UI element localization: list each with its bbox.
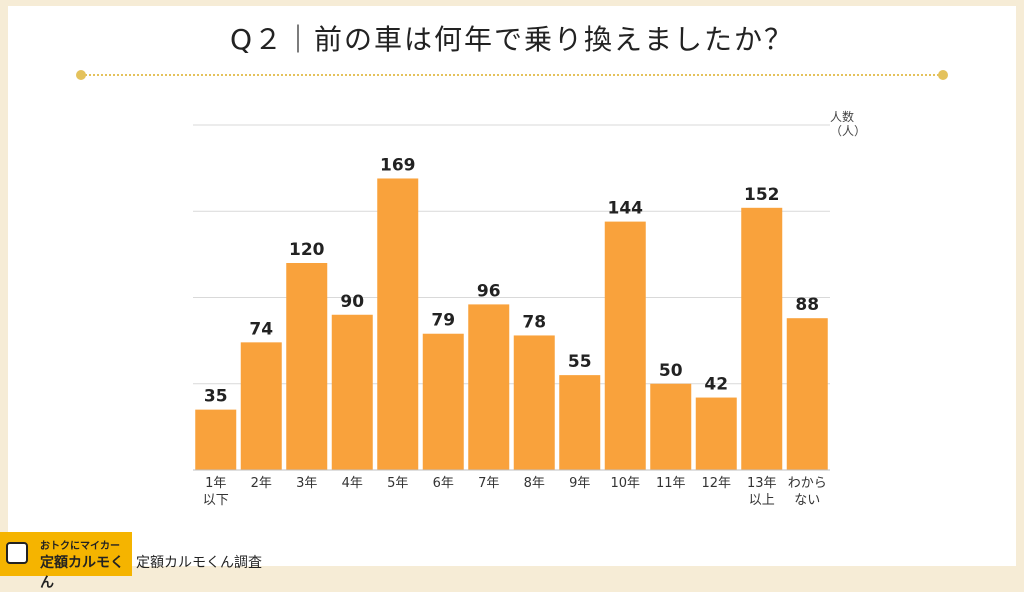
y-axis-unit-line2: （人） xyxy=(830,124,867,138)
logo-brand-name: 定額カルモくん xyxy=(40,555,124,591)
bar-2 xyxy=(240,342,282,470)
title-divider xyxy=(78,74,946,76)
value-label-6: 79 xyxy=(431,311,455,331)
category-label-5: 5年 xyxy=(387,476,408,491)
bar-14 xyxy=(786,318,828,470)
category-label-7: 7年 xyxy=(478,476,499,491)
value-label-4: 90 xyxy=(340,292,364,312)
bar-5 xyxy=(377,178,419,470)
category-label-11: 11年 xyxy=(656,476,686,491)
bar-11 xyxy=(650,383,692,470)
category-label-6: 6年 xyxy=(433,476,454,491)
divider-dot-left xyxy=(76,70,86,80)
value-label-14: 88 xyxy=(795,295,819,315)
category-label-1-line2: 以下 xyxy=(203,493,229,508)
value-label-11: 50 xyxy=(659,361,683,381)
value-label-2: 74 xyxy=(249,319,273,339)
brand-logo: おトクにマイカー 定額カルモくん xyxy=(0,532,132,591)
logo-tagline: おトクにマイカー xyxy=(40,541,120,552)
bar-13 xyxy=(741,207,783,471)
category-label-10: 10年 xyxy=(610,476,640,491)
category-label-4: 4年 xyxy=(342,476,363,491)
category-label-3: 3年 xyxy=(296,476,317,491)
value-label-13: 152 xyxy=(744,185,780,205)
value-label-10: 144 xyxy=(608,199,644,219)
category-label-13-line1: 13年 xyxy=(747,476,777,491)
bar-8 xyxy=(513,335,555,470)
bar-10 xyxy=(604,221,646,470)
bar-4 xyxy=(331,314,373,470)
bar-3 xyxy=(286,263,328,470)
bar-1 xyxy=(195,409,237,470)
bar-6 xyxy=(422,333,464,470)
category-label-12: 12年 xyxy=(701,476,731,491)
category-label-2: 2年 xyxy=(251,476,272,491)
category-label-9: 9年 xyxy=(569,476,590,491)
value-label-9: 55 xyxy=(568,352,592,372)
source-note: 定額カルモくん調査 xyxy=(136,555,262,571)
divider-dot-right xyxy=(938,70,948,80)
bar-7 xyxy=(468,304,510,470)
value-label-5: 169 xyxy=(380,155,416,175)
category-label-13-line2: 以上 xyxy=(749,493,775,508)
car-logo-icon xyxy=(6,542,28,564)
value-label-7: 96 xyxy=(477,281,501,301)
page-title: Q２｜前の車は何年で乗り換えましたか？ xyxy=(229,23,795,56)
y-axis-unit-line1: 人数 xyxy=(830,110,855,124)
value-label-8: 78 xyxy=(522,312,546,332)
y-axis-unit-label: 人数 （人） xyxy=(830,110,870,138)
category-label-14-line2: ない xyxy=(794,493,820,508)
category-label-8: 8年 xyxy=(524,476,545,491)
category-label-1-line1: 1年 xyxy=(205,476,226,491)
bar-12 xyxy=(695,397,737,470)
category-label-14-line1: わから xyxy=(788,476,827,491)
chart-card xyxy=(8,6,1016,566)
bar-9 xyxy=(559,375,601,470)
value-label-1: 35 xyxy=(204,387,228,407)
value-label-3: 120 xyxy=(289,240,325,260)
value-label-12: 42 xyxy=(704,375,728,395)
